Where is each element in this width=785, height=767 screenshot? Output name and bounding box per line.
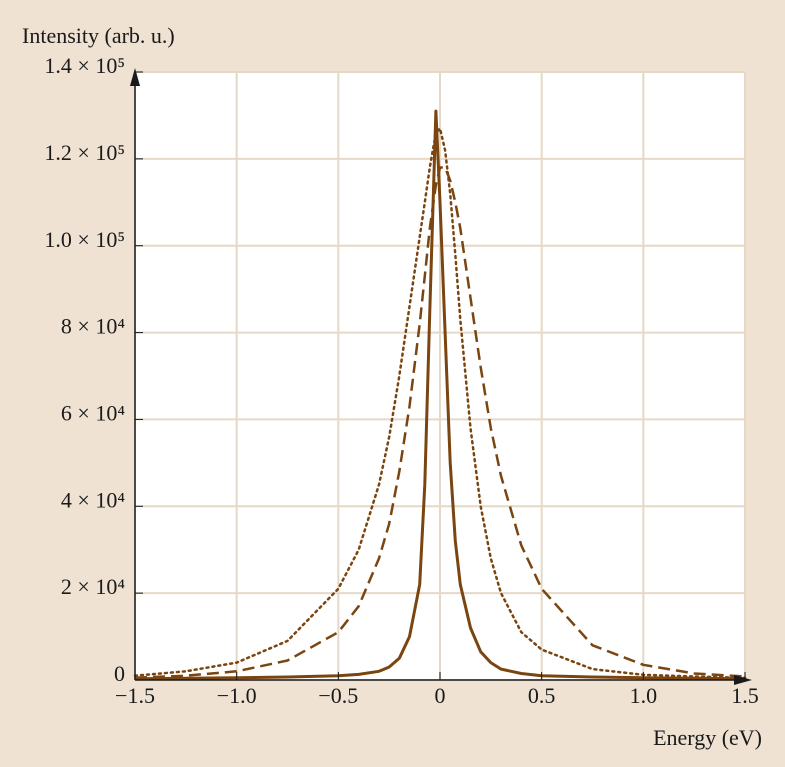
y-axis-label: Intensity (arb. u.) xyxy=(22,23,175,48)
y-tick-label: 1.0 × 10⁵ xyxy=(44,227,125,252)
x-tick-label: 0 xyxy=(435,683,446,708)
x-tick-label: 0.5 xyxy=(528,683,556,708)
y-tick-label: 0 xyxy=(114,661,125,686)
series-line xyxy=(134,166,746,680)
y-tick-label: 6 × 10⁴ xyxy=(61,400,125,425)
x-tick-label: −0.5 xyxy=(318,683,358,708)
series-line xyxy=(133,127,747,680)
y-tick-label: 4 × 10⁴ xyxy=(61,487,125,512)
ticks: 0 2 × 10⁴ 4 × 10⁴ 6 × 10⁴ 8 × 10⁴ 1.0 × 10⁵ 1.… xyxy=(44,53,758,708)
y-tick-label: 2 × 10⁴ xyxy=(61,574,125,599)
y-axis-arrow xyxy=(130,68,140,86)
x-tick-label: 1.5 xyxy=(731,683,759,708)
x-tick-label: −1.0 xyxy=(217,683,257,708)
series-line xyxy=(134,109,746,681)
x-axis-label: Energy (eV) xyxy=(653,725,762,750)
y-tick-label: 1.4 × 10⁵ xyxy=(44,53,125,78)
x-axis-arrow xyxy=(734,675,752,685)
x-tick-label: 1.0 xyxy=(630,683,658,708)
x-tick-label: −1.5 xyxy=(115,683,155,708)
y-tick-label: 8 × 10⁴ xyxy=(61,314,125,339)
lines xyxy=(133,109,747,681)
y-tick-label: 1.2 × 10⁵ xyxy=(44,140,125,165)
